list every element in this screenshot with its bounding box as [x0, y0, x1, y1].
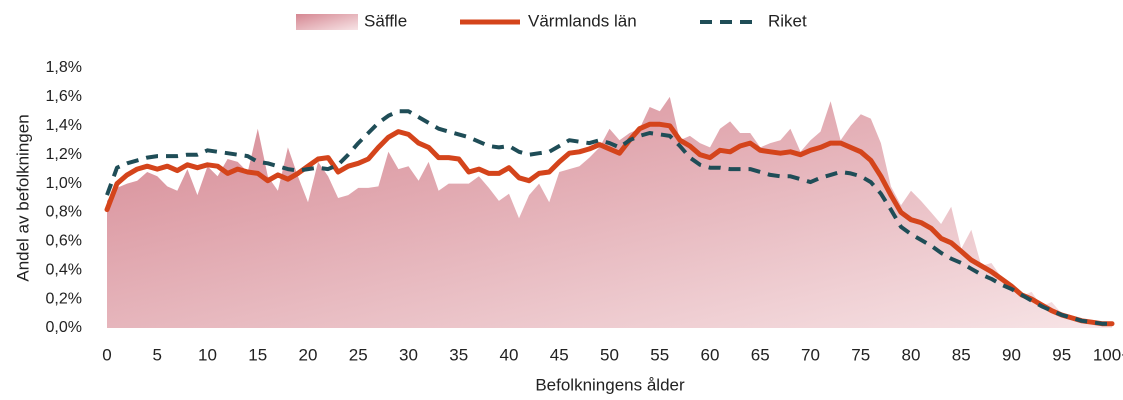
y-tick-label: 1,8%	[46, 59, 82, 76]
x-tick-label: 35	[449, 345, 468, 364]
x-tick-label: 30	[399, 345, 418, 364]
y-tick-label: 0,2%	[46, 290, 82, 307]
x-tick-label: 45	[550, 345, 569, 364]
x-tick-label: 85	[952, 345, 971, 364]
y-tick-label: 1,0%	[46, 175, 82, 192]
y-tick-label: 0,0%	[46, 319, 82, 336]
x-tick-label: 5	[153, 345, 162, 364]
x-tick-label: 65	[751, 345, 770, 364]
x-tick-label: 15	[248, 345, 267, 364]
x-tick-label: 0	[102, 345, 111, 364]
y-axis-label: Andel av befolkningen	[13, 114, 32, 281]
x-tick-label: 10	[198, 345, 217, 364]
x-tick-label: 20	[299, 345, 318, 364]
x-axis-label: Befolkningens ålder	[535, 375, 685, 394]
line	[105, 109, 1112, 326]
y-tick-label: 0,8%	[46, 204, 82, 221]
y-tick-label: 1,4%	[46, 117, 82, 134]
x-tick-label: 75	[851, 345, 870, 364]
x-tick-label: 25	[349, 345, 368, 364]
y-tick-label: 1,2%	[46, 146, 82, 163]
y-tick-label: 1,6%	[46, 88, 82, 105]
legend-label: Säffle	[364, 11, 407, 30]
x-tick-label: 95	[1052, 345, 1071, 364]
x-tick-label: 90	[1002, 345, 1021, 364]
x-tick-label: 80	[902, 345, 921, 364]
x-tick-label: 70	[801, 345, 820, 364]
legend-swatch	[296, 14, 358, 30]
line	[104, 121, 1115, 327]
area	[107, 96, 1112, 329]
x-tick-label: 50	[600, 345, 619, 364]
legend-label: Värmlands län	[528, 11, 637, 30]
x-tick-label: 55	[650, 345, 669, 364]
y-tick-label: 0,4%	[46, 261, 82, 278]
x-tick-label: 60	[701, 345, 720, 364]
y-tick-label: 0,6%	[46, 233, 82, 250]
legend-label: Riket	[768, 11, 807, 30]
x-tick-label: 40	[500, 345, 519, 364]
x-tick-label: 100+	[1093, 345, 1123, 364]
